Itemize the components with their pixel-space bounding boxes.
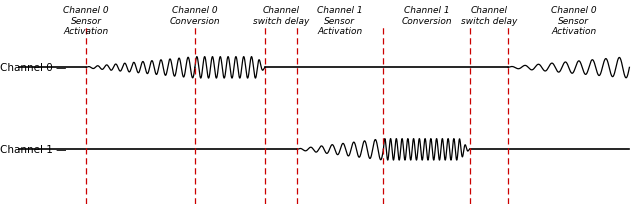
Text: Channel 1
Sensor
Activation: Channel 1 Sensor Activation (317, 6, 363, 36)
Text: Channel 0
Sensor
Activation: Channel 0 Sensor Activation (63, 6, 109, 36)
Text: Channel
switch delay: Channel switch delay (253, 6, 309, 26)
Text: Channel 1
Conversion: Channel 1 Conversion (401, 6, 452, 26)
Text: Channel 1 —: Channel 1 — (0, 145, 66, 155)
Text: Channel
switch delay: Channel switch delay (461, 6, 517, 26)
Text: Channel 0
Conversion: Channel 0 Conversion (169, 6, 220, 26)
Text: Channel 0
Sensor
Activation: Channel 0 Sensor Activation (551, 6, 597, 36)
Text: Channel 0 —: Channel 0 — (0, 63, 66, 73)
